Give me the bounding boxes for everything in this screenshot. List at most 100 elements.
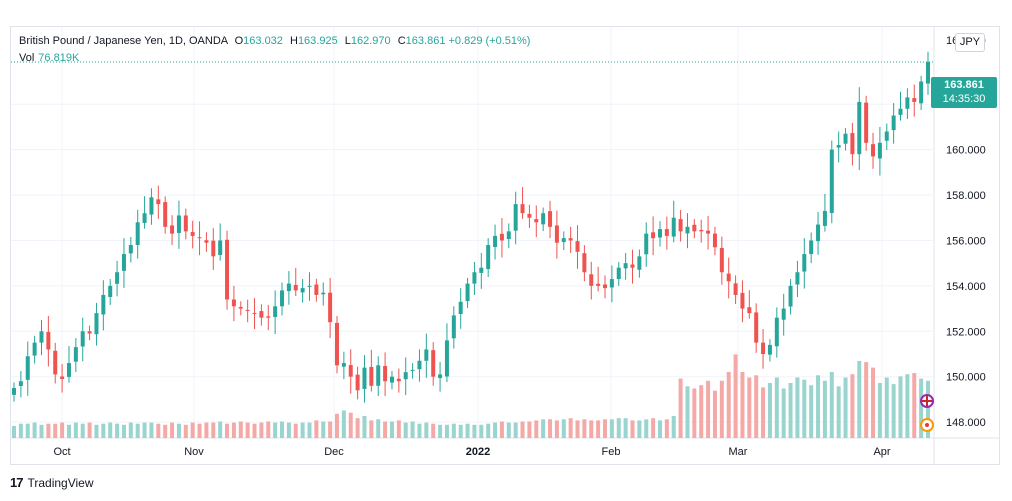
volume-bar [300,422,305,438]
volume-bar [603,419,608,438]
candle-body [204,240,209,243]
time-tick-label: 2022 [466,446,490,458]
volume-bar [225,423,230,438]
close-value: 163.861 [405,35,446,47]
volume-bar [431,423,436,438]
candle-body [362,367,367,389]
candle-body [245,309,250,311]
volume-bar [87,422,92,438]
candle-body [341,363,346,367]
tradingview-logo[interactable]: 17 TradingView [10,475,94,490]
volume-bar [362,416,367,438]
volume-bar [170,422,175,438]
candle-body [101,294,106,315]
volume-bar [850,374,855,438]
volume-bar [671,416,676,438]
volume-bar [458,424,463,438]
candle-body [527,213,532,218]
candle-body [499,233,504,241]
volume-bar [596,420,601,438]
volume-bar [664,419,669,438]
candle-body [465,283,470,302]
currency-badge[interactable]: JPY [955,33,985,52]
volume-bar [73,422,78,438]
volume-bar [651,418,656,438]
volume-bar [334,413,339,438]
volume-bar [293,423,298,438]
volume-bar [60,422,65,438]
candle-body [280,290,285,307]
volume-bar [231,422,236,438]
candle-body [836,145,841,148]
volume-bar [101,423,106,438]
volume-bar [128,422,133,438]
volume-bar [829,372,834,438]
candle-body [376,365,381,386]
candle-body [926,61,930,84]
candle-body [726,273,731,282]
candle-body [80,331,85,347]
candle-body [32,342,37,356]
volume-bar [451,423,456,438]
volume-bar [554,420,559,438]
candle-body [128,244,133,254]
volume-bar [135,423,140,438]
volume-bar [520,421,525,438]
volume-bar [156,423,161,438]
candle-body [651,232,656,239]
candle-body [520,204,525,214]
change-value: +0.829 (+0.51%) [448,35,531,47]
uk-flag-icon[interactable] [920,394,934,408]
candle-body [774,317,779,347]
volume-bar [286,422,291,438]
volume-bar [204,422,209,438]
candle-body [582,253,587,273]
candle-body [293,284,298,291]
candle-body [355,374,360,391]
candle-body [747,307,752,314]
candle-body [176,215,181,233]
volume-bar [32,422,37,438]
symbol-title[interactable]: British Pound / Japanese Yen, 1D, OANDA [19,35,228,47]
candle-body [596,283,601,286]
price-tick-label: 152.000 [946,326,986,338]
volume-bar [18,423,23,438]
candle-body [231,299,236,307]
high-value: 163.925 [297,35,338,47]
volume-bar [66,424,71,438]
volume-bar [809,385,814,438]
candle-body [740,292,745,309]
candle-body [609,279,614,288]
japan-flag-icon[interactable] [920,418,934,432]
price-tick-label: 154.000 [946,281,986,293]
candle-body [871,144,876,157]
candle-body [877,142,882,159]
volume-bar [822,380,827,438]
candle-body [692,224,697,232]
volume-bar [816,375,821,438]
candle-body [149,197,154,215]
volume-bar [761,387,766,438]
candle-body [719,247,724,273]
bar-countdown: 14:35:30 [942,93,986,105]
volume-bar [513,422,518,438]
candle-body [603,284,608,289]
volume-bar [740,372,745,438]
volume-bar [719,380,724,438]
volume-label: Vol [19,52,35,64]
chart-frame[interactable] [10,26,1000,465]
volume-bar [802,379,807,438]
volume-bar [919,378,924,438]
volume-bar [417,423,422,438]
volume-bar [438,424,443,438]
volume-legend[interactable]: Vol 76.819K [19,52,79,64]
candle-body [396,378,401,382]
volume-bar [534,420,539,438]
candle-body [259,311,264,318]
candle-body [912,98,917,102]
candle-body [252,312,257,314]
volume-bar [905,374,910,438]
volume-bar [307,422,312,438]
candle-body [754,312,759,343]
